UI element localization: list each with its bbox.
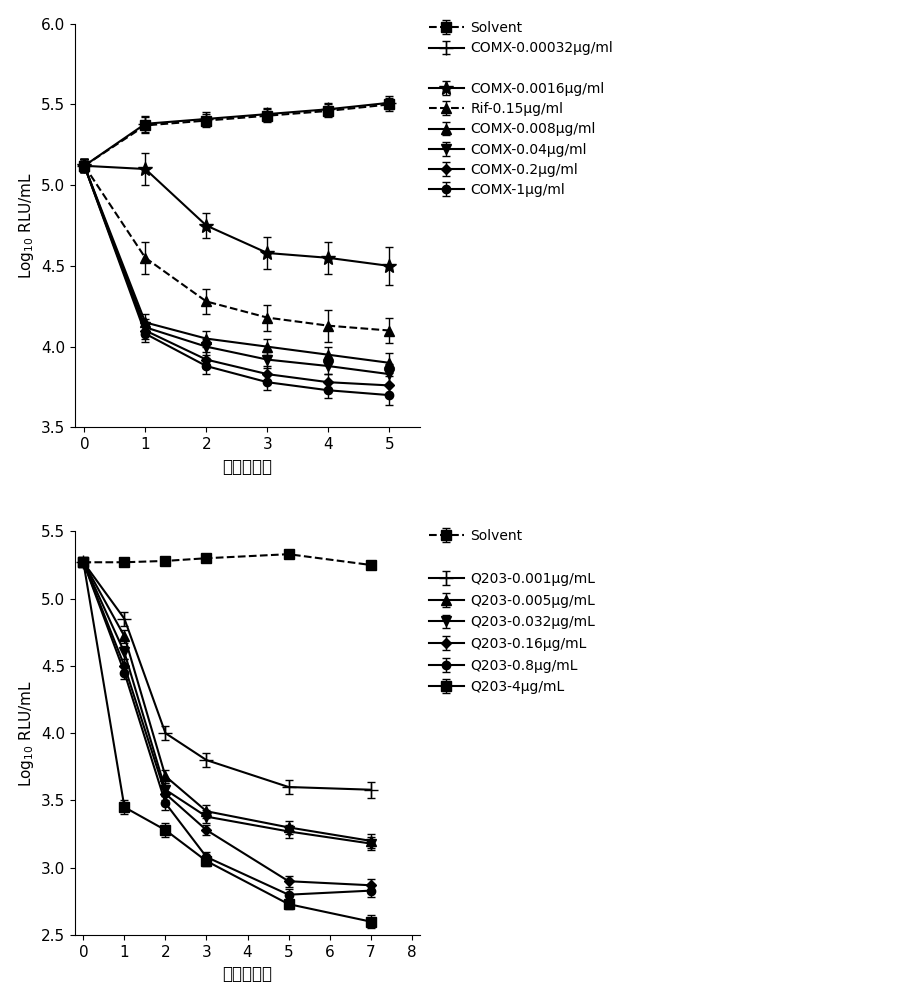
Y-axis label: Log$_{10}$ RLU/mL: Log$_{10}$ RLU/mL (16, 680, 36, 787)
X-axis label: 时间（天）: 时间（天） (223, 458, 272, 476)
Y-axis label: Log$_{10}$ RLU/mL: Log$_{10}$ RLU/mL (16, 172, 36, 279)
Legend: Solvent, , Q203-0.001μg/mL, Q203-0.005μg/mL, Q203-0.032μg/mL, Q203-0.16μg/mL, Q2: Solvent, , Q203-0.001μg/mL, Q203-0.005μg… (424, 523, 601, 700)
X-axis label: 时间（天）: 时间（天） (223, 965, 272, 983)
Legend: Solvent, COMX-0.00032μg/ml, , COMX-0.0016μg/ml, Rif-0.15μg/ml, COMX-0.008μg/ml, : Solvent, COMX-0.00032μg/ml, , COMX-0.001… (424, 16, 619, 203)
